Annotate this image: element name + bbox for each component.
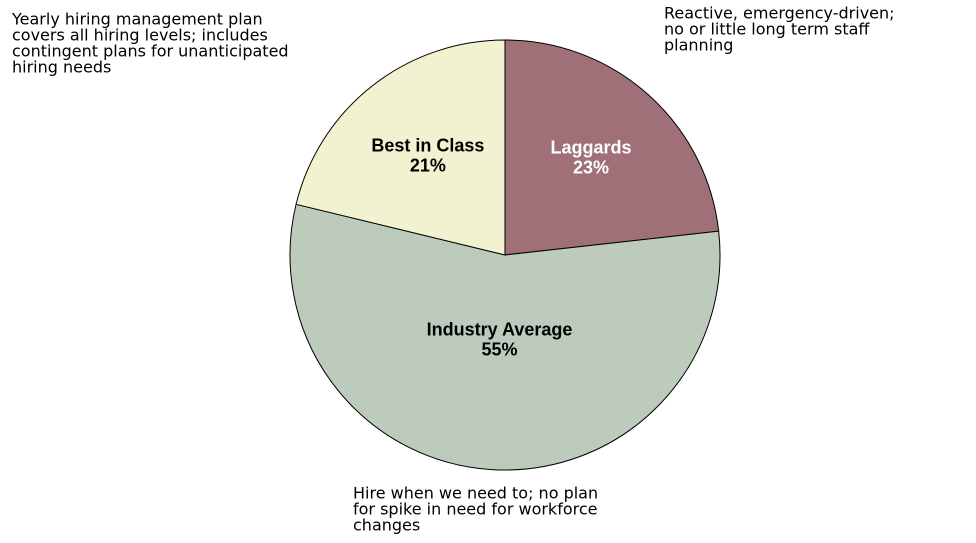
annotation: changes — [353, 516, 420, 535]
annotation: for spike in need for workforce — [353, 500, 597, 519]
pie-slice — [289, 203, 721, 471]
slice-value: 55% — [482, 340, 518, 360]
pie-slice — [504, 39, 720, 256]
annotation: no or little long term staff — [664, 20, 870, 39]
annotation: contingent plans for unanticipated — [12, 42, 289, 61]
annotation: Hire when we need to; no plan — [353, 484, 598, 503]
annotation: Yearly hiring management plan — [11, 10, 263, 29]
annotation: Reactive, emergency-driven; — [664, 4, 895, 23]
slice-label: Industry Average — [427, 320, 573, 340]
slice-value: 23% — [573, 158, 609, 178]
slice-value: 21% — [410, 156, 446, 176]
pie-slice — [295, 39, 506, 256]
slice-label: Laggards — [550, 138, 631, 158]
annotation: hiring needs — [12, 58, 111, 77]
annotation: covers all hiring levels; includes — [12, 26, 268, 45]
slice-label: Best in Class — [371, 136, 484, 156]
annotation: planning — [664, 36, 733, 55]
